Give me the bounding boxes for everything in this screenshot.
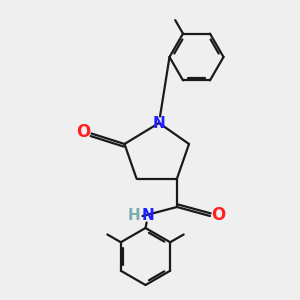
Text: O: O	[76, 123, 90, 141]
Text: H: H	[128, 208, 140, 223]
Text: N: N	[142, 208, 154, 223]
Text: O: O	[211, 206, 226, 224]
Text: N: N	[153, 116, 165, 130]
